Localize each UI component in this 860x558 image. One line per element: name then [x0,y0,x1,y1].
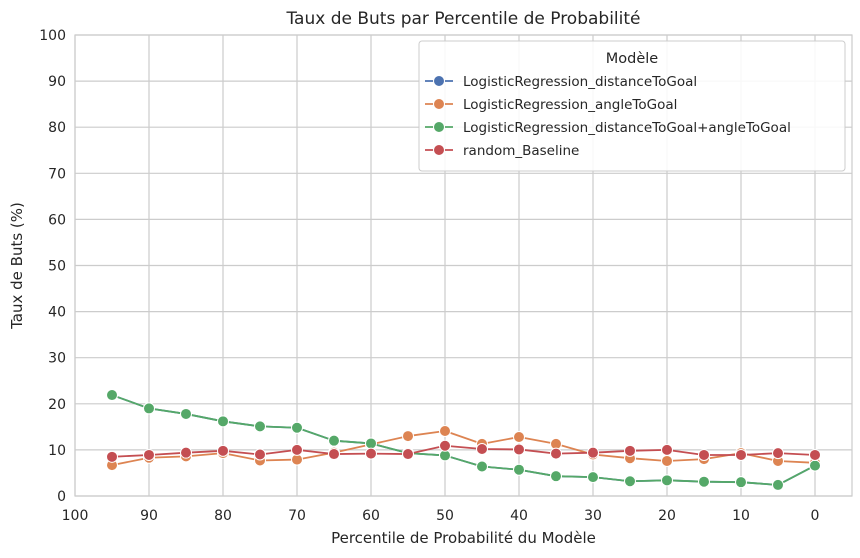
data-point [106,389,118,402]
x-tick-label: 100 [62,508,89,524]
x-tick-label: 40 [510,508,528,524]
data-point [550,470,562,483]
legend-marker [433,121,445,133]
legend-label: LogisticRegression_distanceToGoal [463,74,697,90]
legend-items: LogisticRegression_distanceToGoal Logisti… [425,74,791,159]
data-point [513,430,525,443]
y-tick-label: 40 [48,305,66,321]
y-tick-label: 80 [48,120,66,136]
y-tick-label: 10 [48,443,66,459]
legend-marker [433,98,445,110]
x-tick-label: 90 [140,508,158,524]
x-axis-title: Percentile de Probabilité du Modèle [331,529,596,547]
y-tick-label: 90 [48,74,66,90]
data-point [254,448,266,461]
legend-item: LogisticRegression_distanceToGoal [425,74,697,90]
data-point [143,402,155,415]
data-point [698,475,710,488]
data-point [587,471,599,484]
data-point [661,443,673,456]
series-3 [106,439,821,463]
data-point [217,444,229,457]
data-point [550,447,562,460]
series-layer [106,389,821,491]
data-point [624,444,636,457]
chart-title: Taux de Buts par Percentile de Probabili… [285,9,640,29]
data-point [402,448,414,461]
data-point [513,463,525,476]
data-point [439,439,451,452]
legend-item: LogisticRegression_angleToGoal [425,97,677,113]
data-point [217,415,229,428]
data-point [476,460,488,473]
x-tick-label: 70 [288,508,306,524]
x-tick-label: 80 [214,508,232,524]
data-point [254,420,266,433]
series-line [111,430,816,466]
data-point [180,407,192,420]
y-tick-label: 60 [48,212,66,228]
data-point [661,454,673,467]
data-point [735,476,747,489]
y-tick-label: 50 [48,259,66,275]
legend-marker [433,144,445,156]
legend-marker [433,75,445,87]
x-tick-label: 30 [584,508,602,524]
legend: Modèle LogisticRegression_distanceToGoal… [418,40,846,172]
x-tick-label: 50 [436,508,454,524]
data-point [624,475,636,488]
y-tick-label: 100 [39,28,66,44]
axes: 100 90 80 70 60 50 40 30 20 10 0010203040506070809… [39,28,819,524]
legend-title: Modèle [606,51,659,67]
legend-label: LogisticRegression_distanceToGoal+angleT… [463,120,791,136]
data-point [143,448,155,461]
y-tick-label: 30 [48,351,66,367]
data-point [772,478,784,491]
data-point [106,450,118,463]
x-tick-label: 20 [658,508,676,524]
series-2 [106,389,821,491]
data-point [291,443,303,456]
data-point [291,421,303,434]
data-point [439,424,451,437]
data-point [698,448,710,461]
legend-label: LogisticRegression_angleToGoal [463,97,677,113]
data-point [328,434,340,447]
data-point [735,448,747,461]
data-point [772,447,784,460]
y-tick-label: 0 [57,489,66,505]
y-axis-title: Taux de Buts (%) [8,202,26,330]
legend-box [418,40,846,172]
data-point [513,443,525,456]
data-point [365,447,377,460]
data-point [476,442,488,455]
data-point [180,446,192,459]
data-point [661,474,673,487]
series-line [111,394,816,486]
y-tick-label: 70 [48,166,66,182]
legend-label: random_Baseline [463,143,579,159]
data-point [809,448,821,461]
data-point [365,437,377,450]
plot-frame [74,34,853,497]
x-tick-label: 0 [811,508,820,524]
data-point [402,430,414,443]
data-point [809,459,821,472]
legend-item: random_Baseline [425,143,579,159]
x-tick-label: 10 [732,508,750,524]
y-tick-label: 20 [48,397,66,413]
series-line [111,444,816,458]
data-point [587,446,599,459]
legend-item: LogisticRegression_distanceToGoal+angleT… [425,120,791,136]
data-point [328,448,340,461]
x-tick-label: 60 [362,508,380,524]
